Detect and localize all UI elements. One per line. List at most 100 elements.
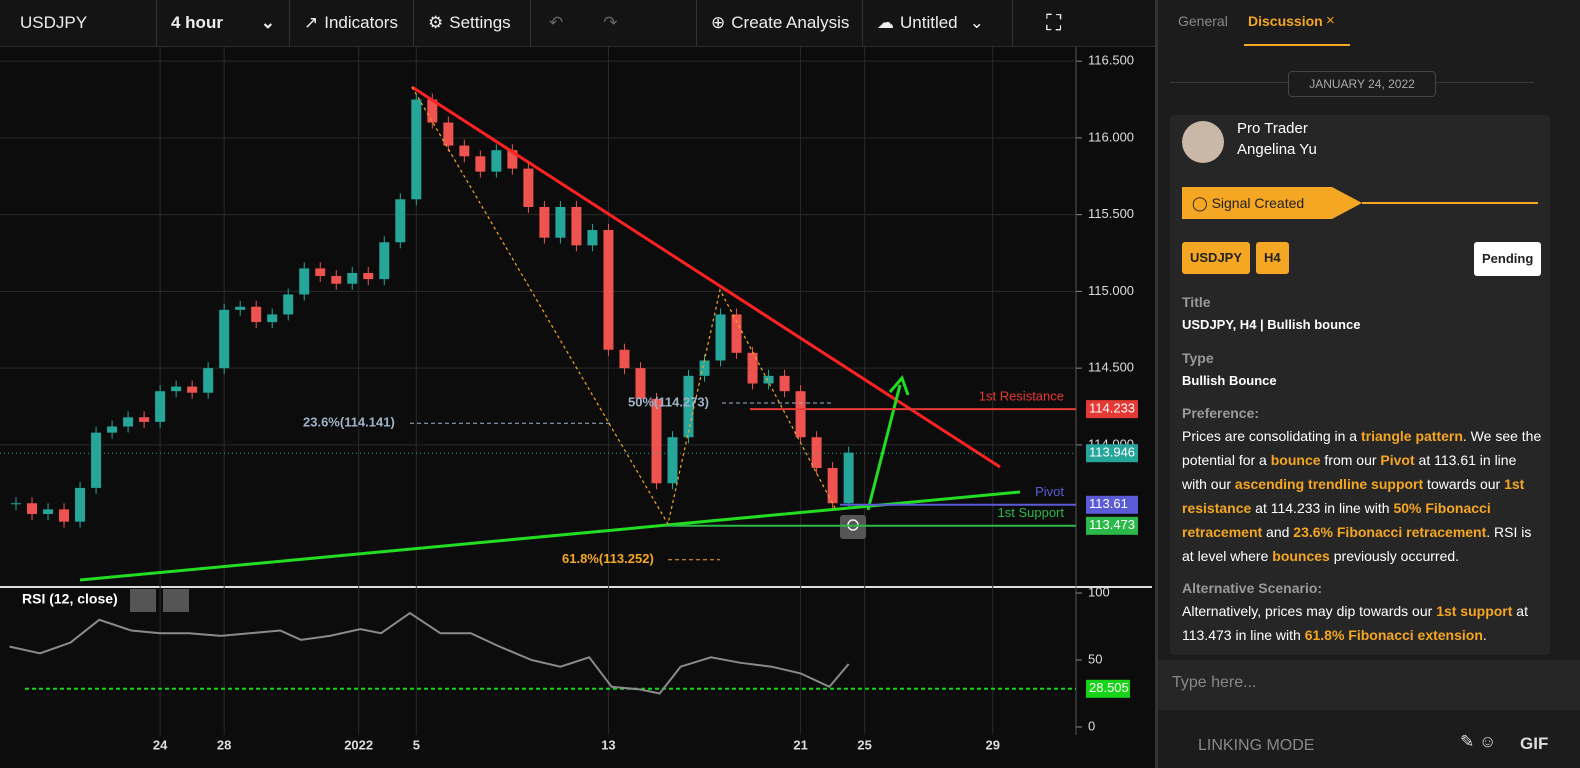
y-tick-label: 114.500 bbox=[1088, 360, 1134, 375]
y-tick-label: 116.000 bbox=[1088, 129, 1134, 144]
text-run: at 114.233 in line with bbox=[1251, 500, 1394, 516]
undo-redo[interactable]: ↶ ↷ bbox=[531, 0, 697, 46]
text-run: . bbox=[1482, 627, 1487, 643]
candle bbox=[123, 417, 134, 427]
chevron: ⌄ bbox=[260, 13, 275, 32]
candle bbox=[139, 417, 150, 422]
tab-discussion[interactable]: Discussion bbox=[1248, 13, 1323, 29]
fib-label: 23.6%(114.141) bbox=[303, 415, 395, 430]
candle bbox=[155, 391, 166, 422]
indicators-button[interactable]: ↗ Indicators bbox=[290, 0, 414, 46]
highlight: 1st resistance bbox=[1182, 476, 1525, 516]
y-tick-label: 116.500 bbox=[1088, 53, 1134, 68]
candle bbox=[715, 314, 726, 361]
text-run: towards our bbox=[1423, 476, 1505, 492]
candle bbox=[43, 509, 54, 514]
rsi-pane: 0 50 100 28.505 bbox=[9, 584, 1130, 733]
x-tick-label: 28 bbox=[217, 737, 231, 752]
y-tick-label: 115.500 bbox=[1088, 206, 1134, 221]
author: Angelina Yu bbox=[1237, 141, 1317, 158]
tab-general[interactable]: General bbox=[1178, 13, 1228, 29]
fullscreen-button[interactable]: ⛶ bbox=[1046, 10, 1062, 35]
candle bbox=[507, 150, 518, 169]
signal-status: ◯ Signal Created bbox=[1192, 195, 1305, 211]
rsi-tick-label: 50 bbox=[1088, 651, 1102, 666]
icon: ⊕ bbox=[711, 13, 726, 32]
projection-arrow bbox=[866, 384, 902, 511]
candle bbox=[363, 272, 374, 280]
text-run: . We see the potential for a bbox=[1182, 428, 1542, 468]
text-run: Alternatively, prices may dip towards ou… bbox=[1182, 603, 1437, 619]
candle bbox=[587, 230, 598, 246]
highlight: bounces bbox=[1272, 548, 1330, 564]
candle bbox=[843, 452, 854, 504]
x-tick-label: 21 bbox=[793, 737, 807, 752]
undo[interactable]: ↶ bbox=[549, 13, 564, 32]
candle bbox=[219, 309, 230, 369]
x-tick-label: 5 bbox=[413, 737, 420, 752]
highlight: 23.6% Fibonacci retracement bbox=[1293, 524, 1487, 540]
close-tab[interactable]: × bbox=[1326, 12, 1335, 29]
candle bbox=[379, 242, 390, 280]
level-value: 113.473 bbox=[1089, 517, 1135, 532]
signal-text: Signal Created bbox=[1211, 195, 1305, 211]
candle bbox=[11, 503, 22, 505]
level-name: 1st Support bbox=[998, 505, 1065, 520]
symbol: USDJPY bbox=[20, 13, 88, 32]
candle bbox=[779, 375, 790, 392]
rsi-delete-button[interactable] bbox=[163, 589, 189, 612]
role: Pro Trader bbox=[1237, 120, 1308, 137]
candle bbox=[539, 206, 550, 238]
candles bbox=[11, 93, 854, 528]
level-value: 114.233 bbox=[1089, 401, 1135, 416]
y-tick-label: 115.000 bbox=[1088, 283, 1134, 298]
level-name: 1st Resistance bbox=[979, 389, 1064, 404]
text-run: at 113.61 in line with our bbox=[1182, 452, 1517, 492]
idea-marker[interactable] bbox=[840, 515, 866, 539]
file-button[interactable]: ☁ Untitled ⌄ bbox=[863, 0, 1013, 46]
rsi-line bbox=[9, 611, 850, 695]
signal-card: Pro Trader Angelina Yu ◯ Signal Created … bbox=[1170, 115, 1550, 655]
chart: 114.000114.500115.000115.500116.000116.5… bbox=[0, 46, 1152, 768]
candle bbox=[555, 206, 566, 238]
x-tick-label: 2022 bbox=[344, 737, 373, 752]
candle bbox=[91, 432, 102, 488]
candle bbox=[491, 150, 502, 172]
candle bbox=[683, 375, 694, 438]
file-name: Untitled bbox=[900, 13, 958, 32]
highlight: 61.8% Fibonacci extension bbox=[1304, 627, 1483, 643]
highlight: 1st support bbox=[1436, 603, 1513, 619]
candle bbox=[267, 314, 278, 323]
linking-mode[interactable]: LINKING MODE bbox=[1198, 737, 1315, 754]
timeframe-badge: H4 bbox=[1256, 242, 1289, 274]
last-price-box bbox=[1086, 444, 1138, 463]
symbol-button[interactable]: USDJPY bbox=[0, 0, 157, 46]
arrow-head bbox=[888, 375, 910, 396]
create-analysis-button[interactable]: ⊕ Create Analysis bbox=[697, 0, 863, 46]
candle bbox=[75, 487, 86, 522]
candle bbox=[443, 122, 454, 146]
icon: ↗ bbox=[304, 13, 319, 32]
level-value: 113.61 bbox=[1089, 496, 1128, 511]
candle bbox=[667, 437, 678, 484]
gif-button[interactable]: GIF bbox=[1520, 734, 1549, 753]
avatar bbox=[1182, 121, 1224, 163]
candle bbox=[731, 314, 742, 353]
redo[interactable]: ↷ bbox=[603, 13, 618, 32]
rsi-settings-button[interactable] bbox=[130, 589, 156, 612]
settings-button[interactable]: ⚙ Settings bbox=[414, 0, 531, 46]
levels: 113.946 1st Resistance 114.233 Pivot 113.61 1… bbox=[0, 389, 1138, 566]
fib-zigzag bbox=[411, 86, 837, 526]
highlight: Pivot bbox=[1380, 452, 1415, 468]
candle bbox=[107, 426, 118, 433]
candle bbox=[283, 294, 294, 315]
chart-background bbox=[0, 46, 1152, 768]
candle bbox=[411, 99, 422, 200]
candle bbox=[811, 437, 822, 468]
candle bbox=[635, 368, 646, 399]
chevron: ⌄ bbox=[969, 13, 984, 32]
interval-select[interactable]: 4 hour ⌄ bbox=[157, 0, 290, 46]
attach-emoji[interactable]: ✎ ☺ bbox=[1460, 732, 1497, 751]
message-input[interactable]: Type here... bbox=[1158, 660, 1580, 710]
